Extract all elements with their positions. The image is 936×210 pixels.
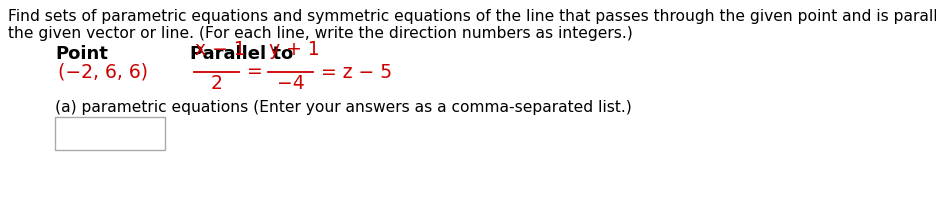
Text: x − 1: x − 1: [195, 40, 246, 59]
Text: the given vector or line. (For each line, write the direction numbers as integer: the given vector or line. (For each line…: [8, 26, 633, 41]
Text: 2: 2: [211, 74, 223, 93]
Text: = z − 5: = z − 5: [321, 63, 392, 81]
Text: −4: −4: [277, 74, 304, 93]
Text: Parallel to: Parallel to: [190, 45, 293, 63]
Text: (−2, 6, 6): (−2, 6, 6): [58, 63, 148, 81]
Text: Find sets of parametric equations and symmetric equations of the line that passe: Find sets of parametric equations and sy…: [8, 9, 936, 24]
Text: Point: Point: [55, 45, 108, 63]
Text: (a) parametric equations (Enter your answers as a comma-separated list.): (a) parametric equations (Enter your ans…: [55, 100, 632, 115]
FancyBboxPatch shape: [55, 117, 165, 150]
Text: =: =: [247, 63, 263, 81]
Text: y + 1: y + 1: [269, 40, 320, 59]
